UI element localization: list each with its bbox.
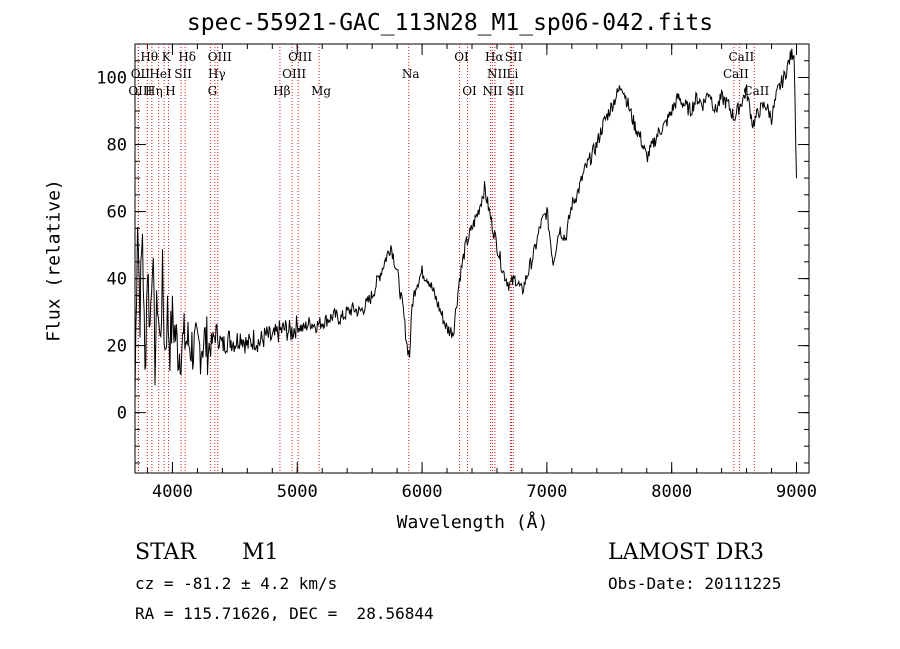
object-subclass: M1 bbox=[242, 540, 279, 565]
survey-name: LAMOST DR3 bbox=[608, 540, 764, 565]
spectral-line-label: SII bbox=[505, 50, 523, 64]
spectral-line-label: Hθ bbox=[140, 50, 158, 64]
spectral-line-label: OI bbox=[462, 84, 477, 98]
spectral-line-label: HeI bbox=[149, 67, 172, 81]
spectral-line-label: OIII bbox=[282, 67, 306, 81]
y-tick-label: 0 bbox=[117, 404, 127, 424]
spectral-line-label: Li bbox=[507, 67, 519, 81]
spectral-line-label: Hα bbox=[485, 50, 504, 64]
spectral-line-label: Hδ bbox=[178, 50, 196, 64]
plot-frame bbox=[134, 43, 810, 474]
chart-title: spec-55921-GAC_113N28_M1_sp06-042.fits bbox=[186, 10, 714, 36]
spectral-line-label: K bbox=[162, 50, 172, 64]
x-tick-label: 6000 bbox=[402, 482, 443, 502]
object-type: STAR bbox=[135, 540, 196, 565]
y-tick-label: 20 bbox=[107, 337, 127, 357]
spectral-line-label: OIII bbox=[288, 50, 312, 64]
spectral-line-label: OI bbox=[454, 50, 469, 64]
x-tick-label: 8000 bbox=[651, 482, 692, 502]
spectral-line-label: Hη bbox=[145, 84, 163, 98]
spectral-line-label: Mg bbox=[311, 84, 331, 98]
spectral-line-label: CaII bbox=[723, 67, 749, 81]
x-axis-label: Wavelength (Å) bbox=[396, 512, 549, 533]
spectral-line-label: NII bbox=[482, 84, 502, 98]
spectral-line-label: CaII bbox=[728, 50, 754, 64]
spectrum-series-line bbox=[134, 48, 797, 397]
y-tick-label: 100 bbox=[96, 69, 127, 89]
x-tick-label: 7000 bbox=[526, 482, 567, 502]
spectral-line-label: SII bbox=[506, 84, 524, 98]
y-tick-label: 60 bbox=[107, 203, 127, 223]
spectral-line-label: OIII bbox=[208, 50, 232, 64]
spectral-line-label: Hγ bbox=[208, 67, 226, 81]
spectral-line-label: Hβ bbox=[273, 84, 290, 98]
spectral-line-label: OII bbox=[131, 67, 151, 81]
y-axis-label: Flux (relative) bbox=[43, 179, 65, 342]
x-tick-label: 4000 bbox=[152, 482, 193, 502]
redshift-value: cz = -81.2 ± 4.2 km/s bbox=[135, 574, 338, 593]
y-tick-label: 80 bbox=[107, 136, 127, 156]
spectral-line-label: OIII bbox=[128, 84, 152, 98]
coordinates: RA = 115.71626, DEC = 28.56844 bbox=[135, 604, 434, 623]
y-tick-label: 40 bbox=[107, 270, 127, 290]
x-tick-label: 5000 bbox=[277, 482, 318, 502]
spectral-line-label: G bbox=[208, 84, 218, 98]
x-tick-label: 9000 bbox=[776, 482, 817, 502]
spectral-line-label: Na bbox=[402, 67, 420, 81]
spectral-line-label: H bbox=[165, 84, 175, 98]
observation-date: Obs-Date: 20111225 bbox=[608, 574, 782, 593]
spectral-line-label: SII bbox=[174, 67, 192, 81]
spectral-line-label: NII bbox=[487, 67, 507, 81]
spectral-line-label: CaII bbox=[743, 84, 769, 98]
